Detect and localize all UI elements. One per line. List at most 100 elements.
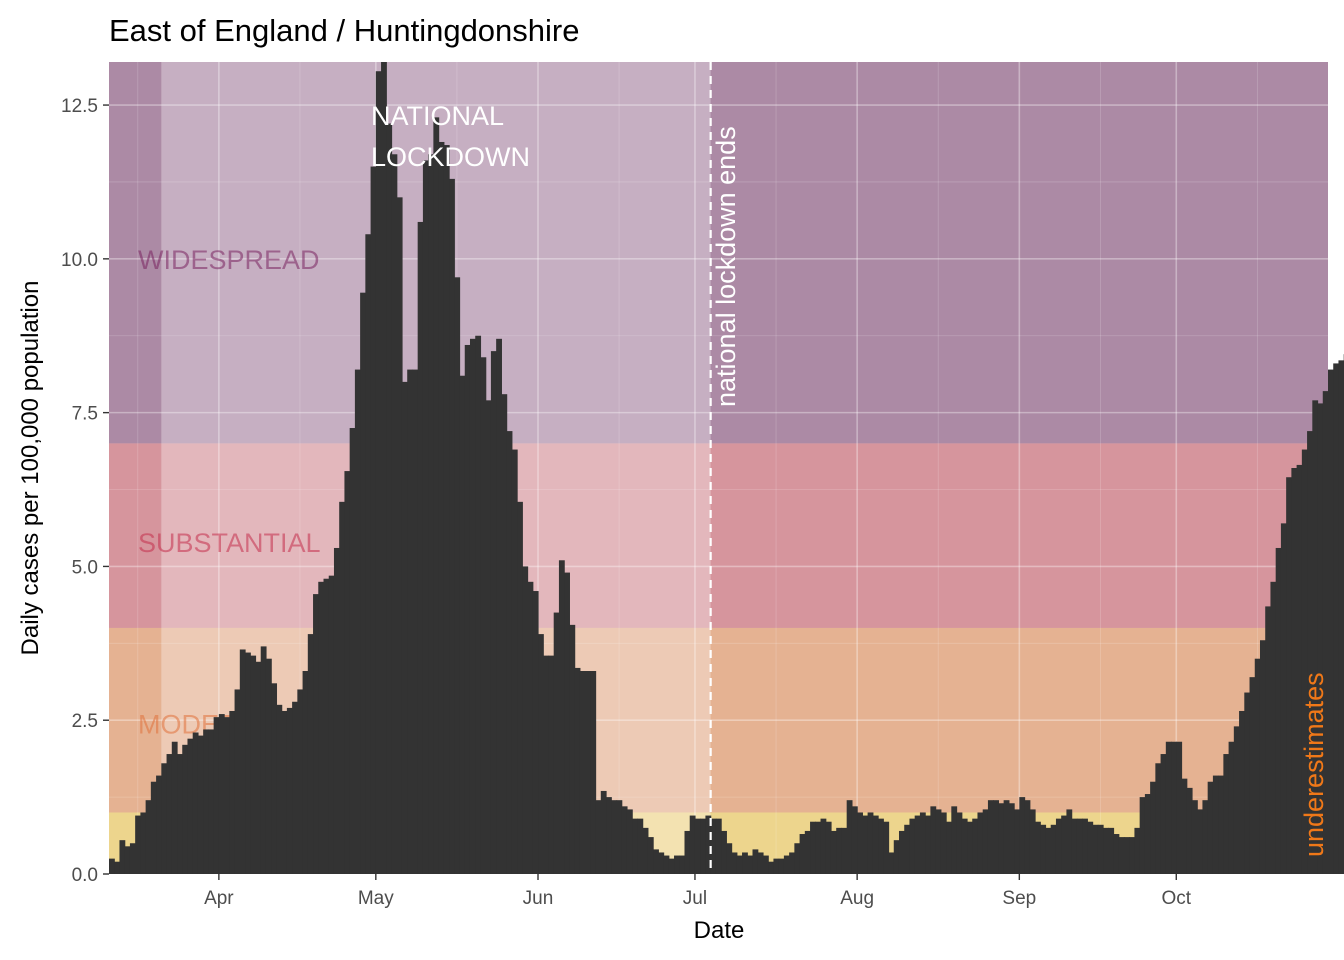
daily-bar — [140, 812, 147, 874]
daily-bar — [987, 800, 994, 874]
daily-bar — [496, 338, 502, 874]
daily-bar — [449, 178, 455, 874]
daily-bar — [1129, 837, 1136, 874]
daily-bar — [731, 852, 738, 874]
x-tick-label: Apr — [204, 888, 234, 909]
daily-bar — [1191, 800, 1198, 874]
daily-bar — [428, 154, 434, 875]
daily-bar — [998, 803, 1005, 874]
daily-bar — [1212, 775, 1219, 874]
daily-bar — [1082, 818, 1088, 874]
daily-bar — [1050, 824, 1057, 874]
daily-bar — [768, 861, 775, 874]
daily-bar — [1328, 369, 1334, 874]
y-axis-title: Daily cases per 100,000 population — [17, 281, 44, 656]
daily-bar — [940, 812, 947, 874]
x-tick-label: May — [358, 888, 394, 909]
lockdown-label-line1: NATIONAL — [371, 101, 504, 131]
underestimates-label: underestimates — [1299, 672, 1329, 857]
daily-bar — [637, 818, 644, 874]
daily-bar — [218, 714, 225, 874]
daily-bar — [197, 735, 204, 874]
daily-bar — [407, 369, 414, 874]
daily-bar — [349, 428, 356, 874]
daily-bar — [888, 852, 895, 874]
daily-bar — [297, 689, 304, 874]
y-tick-label: 5.0 — [72, 557, 98, 578]
daily-bar — [789, 852, 795, 874]
x-tick-label: Jun — [523, 888, 554, 909]
daily-bar — [375, 71, 382, 874]
daily-bar — [360, 292, 366, 874]
daily-bar — [909, 818, 916, 874]
daily-bar — [1239, 710, 1245, 874]
daily-bar — [323, 578, 330, 874]
daily-bar — [381, 62, 387, 874]
lockdown-label-line2: LOCKDOWN — [371, 142, 530, 172]
daily-bar — [506, 431, 513, 874]
daily-bar — [930, 806, 937, 874]
daily-bar — [208, 729, 215, 874]
daily-bar — [213, 717, 220, 874]
daily-bar — [956, 812, 963, 874]
daily-bar — [862, 815, 869, 874]
daily-bar — [166, 754, 173, 874]
daily-bar — [114, 861, 121, 874]
daily-bar — [255, 661, 262, 874]
chart-title: East of England / Huntingdonshire — [109, 13, 579, 48]
daily-bar — [830, 830, 837, 874]
daily-bar — [412, 369, 419, 874]
daily-bar — [234, 689, 241, 874]
daily-bar — [401, 381, 408, 874]
daily-bar — [1092, 824, 1099, 874]
daily-bar — [438, 141, 445, 874]
daily-bar — [585, 671, 591, 874]
daily-bar — [1244, 692, 1251, 874]
daily-bar — [872, 815, 879, 874]
daily-bar — [527, 581, 534, 874]
y-tick-label: 0.0 — [72, 865, 98, 886]
daily-bar — [177, 754, 183, 874]
lockdown-annotation: NATIONAL LOCKDOWN national lockdown ends — [371, 62, 741, 874]
daily-bar — [187, 738, 194, 874]
daily-bar — [684, 830, 691, 874]
daily-bar — [1270, 581, 1277, 874]
daily-bar — [129, 843, 136, 874]
daily-bar — [1286, 477, 1292, 874]
daily-bar — [245, 652, 251, 874]
daily-bar — [564, 572, 570, 874]
daily-bar — [1317, 403, 1324, 874]
daily-bar — [736, 855, 743, 874]
daily-bar — [1144, 794, 1151, 874]
daily-bar — [569, 624, 576, 874]
x-tick-label: Sep — [1002, 888, 1036, 909]
daily-bar — [328, 575, 335, 874]
daily-bar — [485, 400, 492, 874]
daily-bar — [511, 449, 518, 874]
daily-bar — [1186, 787, 1193, 874]
daily-bar — [271, 683, 278, 874]
daily-bar — [1103, 827, 1109, 874]
daily-bar — [658, 852, 665, 874]
daily-bar — [857, 812, 863, 874]
daily-bar — [1181, 778, 1188, 874]
daily-bar — [354, 369, 361, 874]
daily-bar — [1218, 775, 1224, 874]
daily-bar — [846, 800, 853, 874]
daily-bar — [1139, 797, 1146, 874]
daily-bar — [783, 855, 790, 874]
daily-bar — [417, 221, 424, 874]
daily-bar — [1207, 781, 1214, 874]
daily-bar — [1024, 800, 1031, 874]
daily-bar — [307, 634, 314, 874]
daily-bar — [674, 855, 680, 874]
daily-bar — [700, 818, 707, 874]
daily-bar — [1155, 763, 1162, 874]
daily-bar — [396, 197, 403, 875]
daily-bar — [1134, 827, 1141, 874]
daily-bar — [878, 818, 884, 874]
daily-bar — [464, 344, 471, 874]
daily-bar — [124, 846, 131, 874]
daily-bar — [883, 821, 890, 874]
